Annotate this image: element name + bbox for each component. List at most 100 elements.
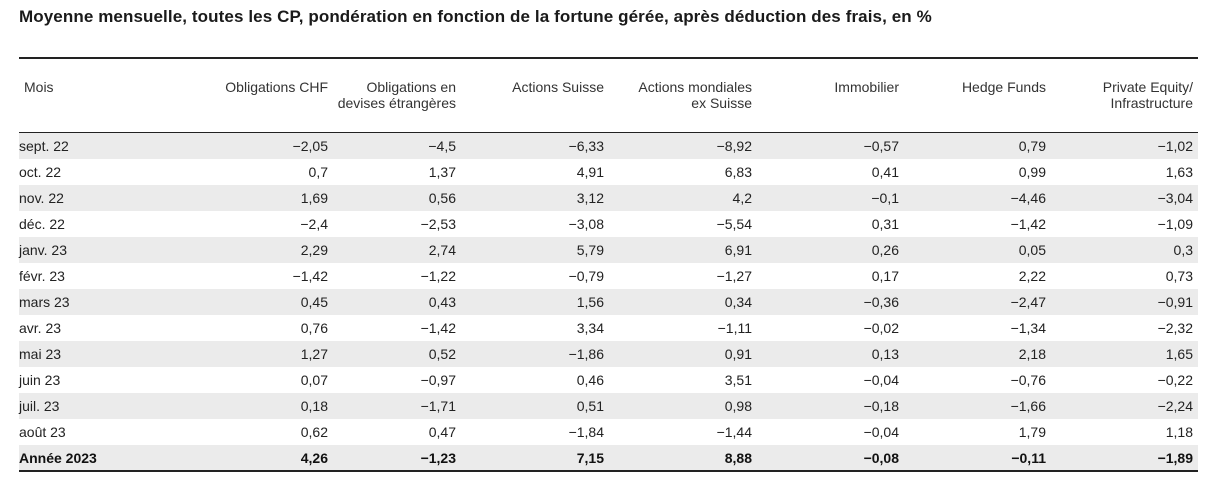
cell-value: 2,22 <box>1018 268 1046 284</box>
cell-value: 0,46 <box>576 372 604 388</box>
cell-value: 0,98 <box>724 398 752 414</box>
cell-value: −2,24 <box>1157 398 1193 414</box>
cell-value: −4,5 <box>428 138 456 154</box>
total-value: −0,08 <box>863 450 899 466</box>
cell-value: −1,42 <box>1010 216 1046 232</box>
cell-month: nov. 22 <box>19 190 64 206</box>
cell-value: −6,33 <box>568 138 604 154</box>
cell-value: 0,18 <box>300 398 328 414</box>
table-row: oct. 22 0,7 1,37 4,91 6,83 0,41 0,99 1,6… <box>19 159 1198 185</box>
cell-value: −2,4 <box>300 216 328 232</box>
cell-value: 0,45 <box>300 294 328 310</box>
cell-value: 5,79 <box>576 242 604 258</box>
cell-value: −0,79 <box>568 268 604 284</box>
cell-value: 4,91 <box>576 164 604 180</box>
cell-value: 2,74 <box>428 242 456 258</box>
table-row: août 23 0,62 0,47 −1,84 −1,44 −0,04 1,79… <box>19 419 1198 445</box>
cell-value: −1,71 <box>420 398 456 414</box>
cell-value: −0,04 <box>863 424 899 440</box>
cell-value: 0,91 <box>724 346 752 362</box>
table-body: sept. 22 −2,05 −4,5 −6,33 −8,92 −0,57 0,… <box>19 133 1198 471</box>
cell-value: 6,91 <box>724 242 752 258</box>
table-row: juin 23 0,07 −0,97 0,46 3,51 −0,04 −0,76… <box>19 367 1198 393</box>
cell-value: −1,66 <box>1010 398 1046 414</box>
cell-month: janv. 23 <box>19 242 67 258</box>
cell-value: 3,12 <box>576 190 604 206</box>
header-hedge-funds: Hedge Funds <box>961 79 1046 95</box>
table-row: janv. 23 2,29 2,74 5,79 6,91 0,26 0,05 0… <box>19 237 1198 263</box>
cell-value: −1,42 <box>292 268 328 284</box>
cell-value: −0,91 <box>1157 294 1193 310</box>
cell-value: 0,31 <box>871 216 899 232</box>
top-rule <box>19 57 1198 59</box>
header-actions-mondiales: Actions mondiales ex Suisse <box>638 79 752 111</box>
cell-value: −1,42 <box>420 320 456 336</box>
cell-value: −1,11 <box>717 320 752 336</box>
cell-value: 1,37 <box>428 164 456 180</box>
cell-value: −0,04 <box>863 372 899 388</box>
cell-value: 1,65 <box>1165 346 1193 362</box>
total-value: −1,23 <box>420 450 456 466</box>
header-private-equity: Private Equity/ Infrastructure <box>1102 79 1193 111</box>
cell-value: 6,83 <box>724 164 752 180</box>
table-row: mars 23 0,45 0,43 1,56 0,34 −0,36 −2,47 … <box>19 289 1198 315</box>
cell-value: −1,44 <box>716 424 752 440</box>
cell-value: −0,97 <box>420 372 456 388</box>
cell-value: 1,27 <box>300 346 328 362</box>
cell-value: 1,79 <box>1018 424 1046 440</box>
cell-value: 0,62 <box>300 424 328 440</box>
table-row: mai 23 1,27 0,52 −1,86 0,91 0,13 2,18 1,… <box>19 341 1198 367</box>
cell-value: −0,22 <box>1157 372 1193 388</box>
table-row: juil. 23 0,18 −1,71 0,51 0,98 −0,18 −1,6… <box>19 393 1198 419</box>
cell-month: août 23 <box>19 424 66 440</box>
cell-value: 3,51 <box>724 372 752 388</box>
cell-value: 0,76 <box>300 320 328 336</box>
cell-value: 0,73 <box>1165 268 1193 284</box>
bottom-rule <box>19 470 1198 472</box>
cell-value: −1,09 <box>1157 216 1193 232</box>
cell-value: 4,2 <box>732 190 752 206</box>
cell-value: −2,05 <box>292 138 328 154</box>
cell-value: 1,63 <box>1165 164 1193 180</box>
cell-value: −1,84 <box>568 424 604 440</box>
cell-value: −0,02 <box>863 320 899 336</box>
cell-month: avr. 23 <box>19 320 62 336</box>
header-immobilier: Immobilier <box>834 79 899 95</box>
cell-value: 1,56 <box>576 294 604 310</box>
cell-value: −2,32 <box>1157 320 1193 336</box>
table-header: Mois Obligations CHF Obligations en devi… <box>19 79 1198 131</box>
cell-value: −5,54 <box>716 216 752 232</box>
cell-month: mai 23 <box>19 346 62 362</box>
table-row: nov. 22 1,69 0,56 3,12 4,2 −0,1 −4,46 −3… <box>19 185 1198 211</box>
total-row: Année 2023 4,26 −1,23 7,15 8,88 −0,08 −0… <box>19 445 1198 471</box>
cell-value: −0,18 <box>863 398 899 414</box>
cell-value: 0,17 <box>871 268 899 284</box>
table-row: févr. 23 −1,42 −1,22 −0,79 −1,27 0,17 2,… <box>19 263 1198 289</box>
cell-value: −0,36 <box>863 294 899 310</box>
cell-value: −1,34 <box>1010 320 1046 336</box>
header-obligations-devises: Obligations en devises étrangères <box>337 79 456 111</box>
cell-value: −0,1 <box>871 190 899 206</box>
cell-value: 3,34 <box>576 320 604 336</box>
cell-value: 0,47 <box>428 424 456 440</box>
cell-value: 0,99 <box>1018 164 1046 180</box>
table-row: sept. 22 −2,05 −4,5 −6,33 −8,92 −0,57 0,… <box>19 133 1198 159</box>
cell-value: −1,02 <box>1157 138 1193 154</box>
cell-month: févr. 23 <box>19 268 65 284</box>
cell-value: 2,29 <box>300 242 328 258</box>
cell-month: mars 23 <box>19 294 70 310</box>
cell-month: juin 23 <box>19 372 61 388</box>
cell-month: sept. 22 <box>19 138 69 154</box>
cell-value: −2,47 <box>1010 294 1046 310</box>
cell-value: 0,05 <box>1018 242 1046 258</box>
cell-value: 0,26 <box>871 242 899 258</box>
total-value: 7,15 <box>576 450 604 466</box>
cell-value: 0,43 <box>428 294 456 310</box>
cell-month: déc. 22 <box>19 216 65 232</box>
table-row: déc. 22 −2,4 −2,53 −3,08 −5,54 0,31 −1,4… <box>19 211 1198 237</box>
cell-value: 0,52 <box>428 346 456 362</box>
cell-value: 0,3 <box>1173 242 1193 258</box>
cell-month: oct. 22 <box>19 164 62 180</box>
cell-value: −3,04 <box>1157 190 1193 206</box>
total-value: 8,88 <box>724 450 752 466</box>
